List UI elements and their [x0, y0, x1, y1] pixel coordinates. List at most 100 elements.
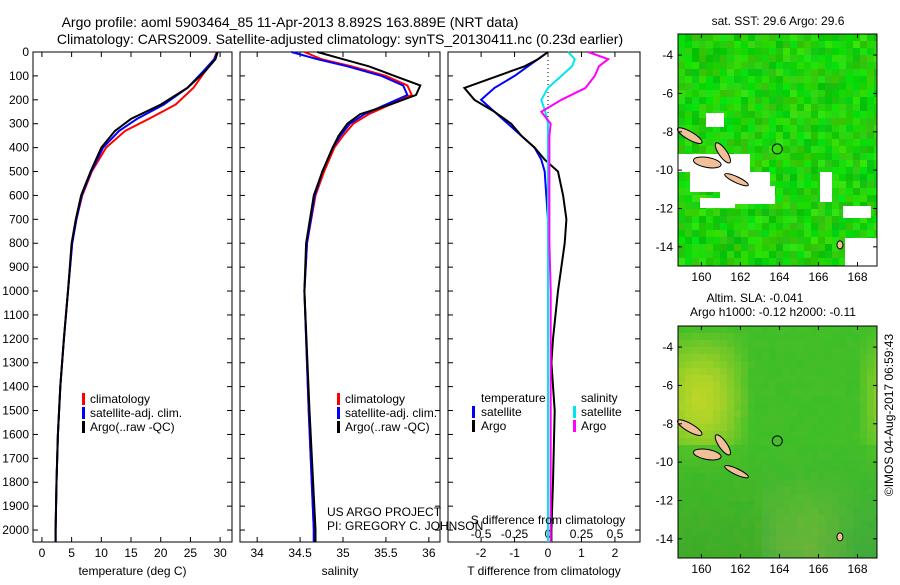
map-lat-tick: -10: [656, 163, 674, 177]
title-line-1: Argo profile: aoml 5903464_85 11-Apr-201…: [62, 14, 519, 30]
legend-swatch-satellite: [82, 407, 85, 419]
island: [692, 448, 722, 461]
map-lon-tick: 168: [847, 270, 867, 284]
cloud-mask: [843, 206, 871, 218]
s-diff-axis-label: S difference from climatology: [471, 513, 626, 527]
temperature-panel: 0 5 10 15 20 25 30 temperature (deg C) 0 100 200 30…: [2, 45, 233, 578]
x-tick-label: 0: [545, 546, 552, 560]
temperature-legend: climatology satellite-adj. clim. Argo(..…: [82, 392, 182, 434]
plot-frame: [239, 51, 441, 543]
map-lat-tick: -10: [656, 455, 674, 469]
argo-position-marker: [771, 143, 783, 155]
cloud-mask: [720, 186, 775, 204]
x2-tick-label: 0.25: [570, 527, 594, 541]
map-lon-tick: 160: [691, 562, 711, 576]
y-tick-label: 1200: [2, 332, 29, 346]
x2-tick-label: 0.5: [607, 527, 624, 541]
y-tick-label: 100: [9, 69, 29, 83]
y-tick-label: 1100: [3, 308, 29, 322]
x-tick-label: 35: [336, 546, 350, 560]
legend-swatch-climatology: [337, 393, 340, 405]
series-satellite-adj-clim-: [291, 51, 409, 542]
legend-salinity-title: salinity: [581, 391, 618, 405]
map-lon-tick: 164: [769, 562, 789, 576]
plot-frame: [32, 51, 233, 543]
x-axis-label: salinity: [322, 564, 359, 578]
cloud-mask: [706, 113, 724, 127]
sla-map-title-2: Argo h1000: -0.12 h2000: -0.11: [690, 305, 856, 319]
y-tick-label: 1700: [2, 451, 29, 465]
legend-swatch-s-satellite: [573, 406, 576, 418]
map-frame: [677, 33, 878, 267]
map-lon-tick: 166: [808, 562, 828, 576]
credit-text: US ARGO PROJECT: [327, 505, 442, 519]
y-tick-label: 700: [9, 212, 29, 226]
legend-t-argo: Argo: [481, 419, 507, 433]
series-argo-raw-qc-: [303, 51, 422, 542]
salinity-legend: climatology satellite-adj. clim. Argo(..…: [337, 392, 437, 434]
x-tick-label: 1: [578, 546, 585, 560]
sst-map: 160 162 164 166 168 -4 -6 -8 -10 -12 -14: [656, 33, 878, 284]
legend-swatch-satellite: [337, 407, 340, 419]
legend-climatology: climatology: [345, 392, 405, 406]
map-lat-tick: -8: [662, 125, 673, 139]
legend-swatch-argo: [337, 421, 340, 433]
map-lat-tick: -4: [662, 340, 673, 354]
x-axis-label: temperature (deg C): [78, 564, 186, 578]
island: [714, 434, 731, 456]
map-lat-tick: -14: [656, 532, 674, 546]
difference-legend: temperature satellite Argo salinity sate…: [472, 391, 622, 433]
legend-argo: Argo(..raw -QC): [90, 420, 175, 434]
x-tick-label: 10: [95, 546, 109, 560]
series-s-argo: [539, 51, 611, 542]
imos-stamp: ©IMOS 04-Aug-2017 06:59:43: [882, 334, 896, 497]
map-lon-tick: 162: [730, 562, 750, 576]
legend-s-satellite: satellite: [581, 405, 622, 419]
legend-swatch-t-satellite: [472, 406, 475, 418]
difference-panel: -2 -1 0 1 2 T difference from climatology -0.5…: [447, 51, 641, 578]
legend-swatch-s-argo: [573, 420, 576, 432]
map-lat-tick: -4: [662, 48, 673, 62]
x-tick-label: 2: [612, 546, 619, 560]
y-tick-label: 1300: [2, 356, 29, 370]
map-lat-tick: -12: [656, 493, 674, 507]
map-lat-tick: -8: [662, 417, 673, 431]
map-lon-tick: 160: [691, 270, 711, 284]
x-tick-label: -2: [476, 546, 487, 560]
x-tick-label: 25: [184, 546, 198, 560]
series-t-satellite: [479, 51, 549, 542]
map-lon-tick: 164: [769, 270, 789, 284]
legend-temperature-title: temperature: [481, 391, 546, 405]
y-tick-label: 2000: [2, 523, 29, 537]
y-tick-label: 600: [9, 188, 29, 202]
map-lat-tick: -14: [656, 240, 674, 254]
series-t-argo: [462, 51, 568, 542]
x2-tick-label: -0.25: [501, 527, 529, 541]
y-tick-label: 1800: [2, 475, 29, 489]
legend-argo: Argo(..raw -QC): [345, 420, 430, 434]
map-lat-tick: -6: [662, 378, 673, 392]
series-climatology: [303, 51, 414, 542]
legend-swatch-argo: [82, 421, 85, 433]
x2-tick-label: -0.5: [471, 527, 492, 541]
map-lon-tick: 166: [808, 270, 828, 284]
map-lon-tick: 162: [730, 270, 750, 284]
x-tick-label: 0: [39, 546, 46, 560]
cloud-mask: [700, 198, 735, 208]
cloud-mask: [845, 238, 877, 268]
plot-frame: [447, 51, 641, 543]
sst-map-title: sat. SST: 29.6 Argo: 29.6: [712, 14, 845, 28]
legend-s-argo: Argo: [581, 419, 607, 433]
series-s-satellite: [540, 51, 576, 542]
map-lat-tick: -12: [656, 201, 674, 215]
y-tick-label: 900: [9, 260, 29, 274]
y-tick-label: 1900: [2, 499, 29, 513]
y-tick-label: 1000: [2, 284, 29, 298]
x-tick-label: -1: [509, 546, 520, 560]
x-tick-label: 5: [68, 546, 75, 560]
y-tick-label: 500: [9, 165, 29, 179]
island: [714, 142, 731, 164]
y-tick-label: 400: [9, 141, 29, 155]
y-tick-label: 300: [9, 117, 29, 131]
x-tick-label: 20: [154, 546, 168, 560]
